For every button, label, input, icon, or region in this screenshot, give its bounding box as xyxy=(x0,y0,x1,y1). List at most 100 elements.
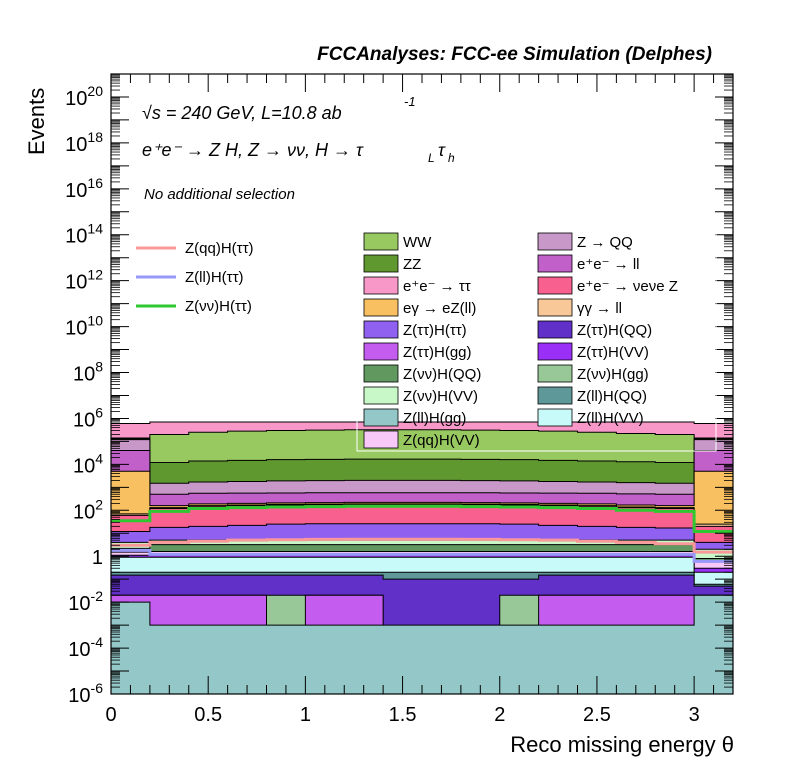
stack-area-z-ll-h-gg xyxy=(110,594,734,695)
legend-swatch xyxy=(363,386,399,405)
legend-swatch xyxy=(537,298,573,317)
legend-swatch xyxy=(537,276,573,295)
legend-label: e⁺e⁻ → ττ xyxy=(403,278,471,295)
x-tick-label: 2 xyxy=(494,704,505,726)
legend-label: Z(ll)H(VV) xyxy=(577,410,644,427)
legend-item-z-h-qq: Z(νν)H(QQ) xyxy=(363,364,481,383)
legend-label: Z(ll)H(ττ) xyxy=(185,269,244,286)
x-tick-label: 0 xyxy=(105,704,116,726)
legend-swatch xyxy=(363,320,399,339)
y-tick-label: 1018 xyxy=(65,129,103,156)
annotation-process: e⁺e⁻ → Z H, Z → νν, H → τ L τ h xyxy=(142,140,455,165)
legend-item-ll: γγ → ll xyxy=(537,298,622,317)
legend-swatch xyxy=(363,254,399,273)
legend-swatch xyxy=(363,298,399,317)
y-tick-label: 1010 xyxy=(65,313,103,340)
legend-swatch xyxy=(537,342,573,361)
y-tick-label: 104 xyxy=(73,450,103,477)
y-tick-label: 102 xyxy=(73,496,103,523)
process-sub-h: h xyxy=(448,151,455,165)
annotation-energy: √s = 240 GeV, L=10.8 ab -1 xyxy=(142,94,416,123)
legend-item-z-ll-h-vv: Z(ll)H(VV) xyxy=(537,408,644,427)
x-tick-label: 1.5 xyxy=(389,704,417,726)
signal-line-z-h xyxy=(111,504,733,533)
legend-label: Z(ττ)H(VV) xyxy=(577,344,649,361)
legend-item-zz: ZZ xyxy=(363,254,421,273)
legend-label: Z(qq)H(VV) xyxy=(403,432,480,449)
x-tick-label: 2.5 xyxy=(583,704,611,726)
y-tick-label: 1020 xyxy=(65,83,103,110)
svg-text:e⁺e⁻ → Z H, Z → νν, H → τ: e⁺e⁻ → Z H, Z → νν, H → τ xyxy=(142,140,364,160)
legend-item-ww: WW xyxy=(363,232,432,251)
legend-swatch xyxy=(363,232,399,251)
stack-z-ll-h-gg xyxy=(110,594,734,695)
legend-item-e-e-ll: e⁺e⁻ → ll xyxy=(537,254,640,273)
legend-item-z-ll-h: Z(ll)H(ττ) xyxy=(136,269,244,286)
legend-swatch xyxy=(537,254,573,273)
legend-swatch xyxy=(363,364,399,383)
annotation-selection: No additional selection xyxy=(144,186,295,203)
legend-item-z-h: Z(νν)H(ττ) xyxy=(136,298,252,315)
legend-label: WW xyxy=(403,234,432,251)
legend-label: Z(νν)H(ττ) xyxy=(185,298,252,315)
y-tick-label: 106 xyxy=(73,404,103,431)
y-tick-label: 1 xyxy=(92,547,103,569)
legend-label: γγ → ll xyxy=(577,300,622,317)
legend-swatch xyxy=(363,342,399,361)
y-tick-label: 1014 xyxy=(65,221,103,248)
legend-box xyxy=(356,230,717,452)
legend-item-e-ez-ll: eγ → eZ(ll) xyxy=(363,298,476,317)
legend-label: Z(ττ)H(QQ) xyxy=(577,322,652,339)
legend-item-z-h-vv: Z(ττ)H(VV) xyxy=(537,342,649,361)
legend-label: Z(νν)H(gg) xyxy=(577,366,649,383)
legend-item-z-ll-h-qq: Z(ll)H(QQ) xyxy=(537,386,647,405)
process-tau-h: τ xyxy=(438,140,446,160)
legend-label: ZZ xyxy=(403,256,421,273)
legend-label: e⁺e⁻ → ll xyxy=(577,256,640,273)
legend-item-z-ll-h-gg: Z(ll)H(gg) xyxy=(363,408,466,427)
stacked-histogram xyxy=(110,421,734,695)
legend-swatch xyxy=(363,276,399,295)
legend-label: Z(ll)H(QQ) xyxy=(577,388,647,405)
legend-swatch xyxy=(537,386,573,405)
y-tick-label: 10-2 xyxy=(68,588,103,615)
process-sub-l: L xyxy=(428,151,435,165)
y-tick-label: 10-6 xyxy=(68,680,103,707)
legend-item-z-h-gg: Z(νν)H(gg) xyxy=(537,364,649,383)
annotation-energy-exponent: -1 xyxy=(404,94,416,109)
legend-label: Z(ττ)H(ττ) xyxy=(403,322,467,339)
legend-label: e⁺e⁻ → νeνe Z xyxy=(577,278,678,295)
legend-item-e-e-e-e-z: e⁺e⁻ → νeνe Z xyxy=(537,276,678,295)
signal-line-z-qq-h xyxy=(111,537,733,554)
y-tick-label: 108 xyxy=(73,359,103,386)
legend-item-z-h-vv: Z(νν)H(VV) xyxy=(363,386,478,405)
legend-label: Z(νν)H(QQ) xyxy=(403,366,481,383)
axes: 0 0.5 1 1.5 2 2.5 3 10-6 10-4 10-2 1 102 104 106 108 10… xyxy=(65,73,734,726)
x-tick-label: 1 xyxy=(300,704,311,726)
x-tick-label: 3 xyxy=(689,704,700,726)
signal-lines xyxy=(111,504,733,563)
legend-swatch xyxy=(363,430,399,449)
svg-text:√s = 240 GeV, L=10.8 ab: √s = 240 GeV, L=10.8 ab xyxy=(142,103,342,123)
x-axis-label: Reco missing energy θ xyxy=(510,732,734,757)
legend-swatch xyxy=(363,408,399,427)
legend-swatch xyxy=(537,408,573,427)
legend-signal: Z(qq)H(ττ) Z(ll)H(ττ) Z(νν)H(ττ) xyxy=(136,240,254,315)
legend-item-z-qq-h-vv: Z(qq)H(VV) xyxy=(363,430,480,449)
legend-label: Z(ττ)H(gg) xyxy=(403,344,472,361)
legend-background: WW Z → QQ ZZ e⁺e⁻ → ll e⁺e⁻ → ττ e⁺e⁻ → νeνe … xyxy=(356,230,717,452)
chart-title: FCCAnalyses: FCC-ee Simulation (Delphes) xyxy=(317,44,712,65)
y-tick-label: 1012 xyxy=(65,267,103,294)
signal-line-z-ll-h xyxy=(111,548,733,563)
legend-label: Z(ll)H(gg) xyxy=(403,410,466,427)
legend-item-z-qq: Z → QQ xyxy=(537,232,633,251)
y-axis-label: Events xyxy=(24,88,49,155)
legend-item-e-e: e⁺e⁻ → ττ xyxy=(363,276,471,295)
y-tick-label: 10-4 xyxy=(68,634,103,661)
x-tick-label: 0.5 xyxy=(194,704,222,726)
legend-item-z-h-qq: Z(ττ)H(QQ) xyxy=(537,320,652,339)
legend-label: Z(qq)H(ττ) xyxy=(185,240,254,257)
legend-label: eγ → eZ(ll) xyxy=(403,300,476,317)
legend-swatch xyxy=(537,320,573,339)
legend-label: Z → QQ xyxy=(577,234,633,251)
